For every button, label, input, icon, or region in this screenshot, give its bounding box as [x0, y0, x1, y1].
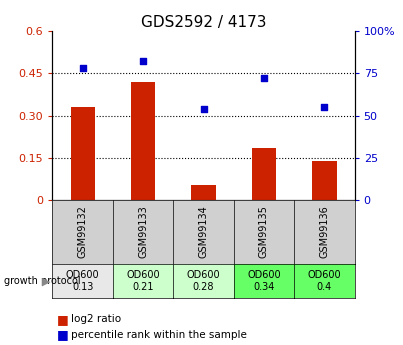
Text: OD600
0.21: OD600 0.21	[126, 270, 160, 292]
Text: OD600
0.13: OD600 0.13	[66, 270, 100, 292]
Point	[140, 59, 146, 64]
Text: OD600
0.28: OD600 0.28	[187, 270, 220, 292]
Text: ■: ■	[56, 313, 68, 326]
Text: growth protocol: growth protocol	[4, 276, 81, 286]
Bar	[252, 148, 276, 200]
Text: log2 ratio: log2 ratio	[71, 314, 120, 324]
Point	[200, 106, 207, 111]
Bar	[71, 107, 95, 200]
Bar	[131, 82, 155, 200]
Text: percentile rank within the sample: percentile rank within the sample	[71, 330, 246, 339]
Point	[321, 104, 328, 110]
Text: OD600
0.4: OD600 0.4	[307, 270, 341, 292]
Title: GDS2592 / 4173: GDS2592 / 4173	[141, 15, 266, 30]
Text: GSM99133: GSM99133	[138, 206, 148, 258]
Text: GSM99135: GSM99135	[259, 206, 269, 258]
Text: GSM99134: GSM99134	[199, 206, 208, 258]
Text: ▶: ▶	[42, 276, 51, 286]
Text: GSM99132: GSM99132	[78, 206, 87, 258]
Point	[261, 76, 267, 81]
Text: ■: ■	[56, 328, 68, 341]
Text: OD600
0.34: OD600 0.34	[247, 270, 281, 292]
Text: GSM99136: GSM99136	[320, 206, 329, 258]
Point	[79, 66, 86, 71]
Bar	[312, 161, 337, 200]
Bar	[191, 185, 216, 200]
